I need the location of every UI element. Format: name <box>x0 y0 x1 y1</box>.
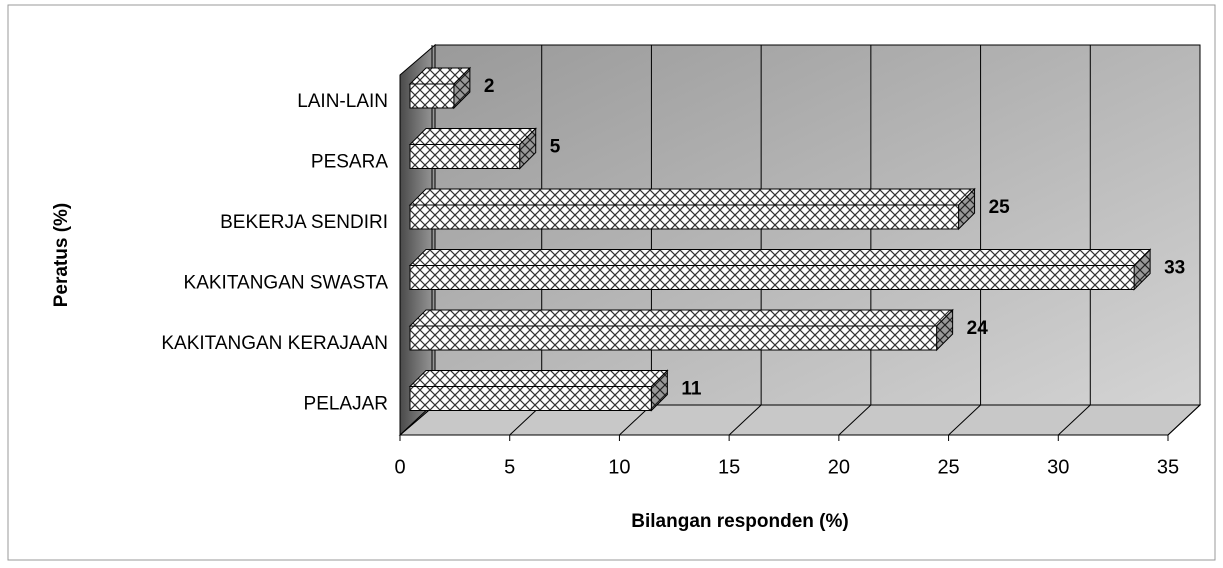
y-tick-label: LAIN-LAIN <box>297 91 388 112</box>
x-tick-label: 5 <box>504 456 515 478</box>
bar <box>408 308 954 352</box>
bar <box>408 66 472 110</box>
y-axis-title: Peratus (%) <box>51 203 72 308</box>
data-label: 11 <box>681 379 702 400</box>
x-tick-label: 25 <box>937 456 959 478</box>
y-tick-label: BEKERJA SENDIRI <box>220 212 388 233</box>
bar <box>408 248 1152 291</box>
x-tick-label: 20 <box>828 456 850 478</box>
data-label: 5 <box>550 137 561 158</box>
bar <box>408 369 669 412</box>
y-tick-label: KAKITANGAN KERAJAAN <box>161 333 388 354</box>
y-tick-label: PELAJAR <box>304 394 388 415</box>
data-label: 24 <box>967 318 989 339</box>
x-axis-title: Bilangan responden (%) <box>631 511 848 532</box>
floor-grid-line <box>838 404 872 436</box>
data-label: 25 <box>989 197 1011 218</box>
y-tick-label: KAKITANGAN SWASTA <box>184 273 389 294</box>
bar <box>408 187 976 231</box>
x-tick-label: 15 <box>718 456 740 478</box>
bar <box>408 127 537 170</box>
data-label: 2 <box>484 76 495 97</box>
y-tick-label: PESARA <box>311 152 388 173</box>
floor-grid-line <box>1057 404 1091 436</box>
floor-grid-line <box>948 404 981 436</box>
x-tick-label: 35 <box>1157 456 1179 478</box>
x-tick-label: 10 <box>608 456 630 478</box>
x-tick-label: 30 <box>1047 456 1069 478</box>
x-tick-label: 0 <box>394 456 405 478</box>
floor-grid-line <box>1167 404 1201 436</box>
data-label: 33 <box>1164 258 1185 279</box>
floor-grid-line <box>728 404 762 436</box>
